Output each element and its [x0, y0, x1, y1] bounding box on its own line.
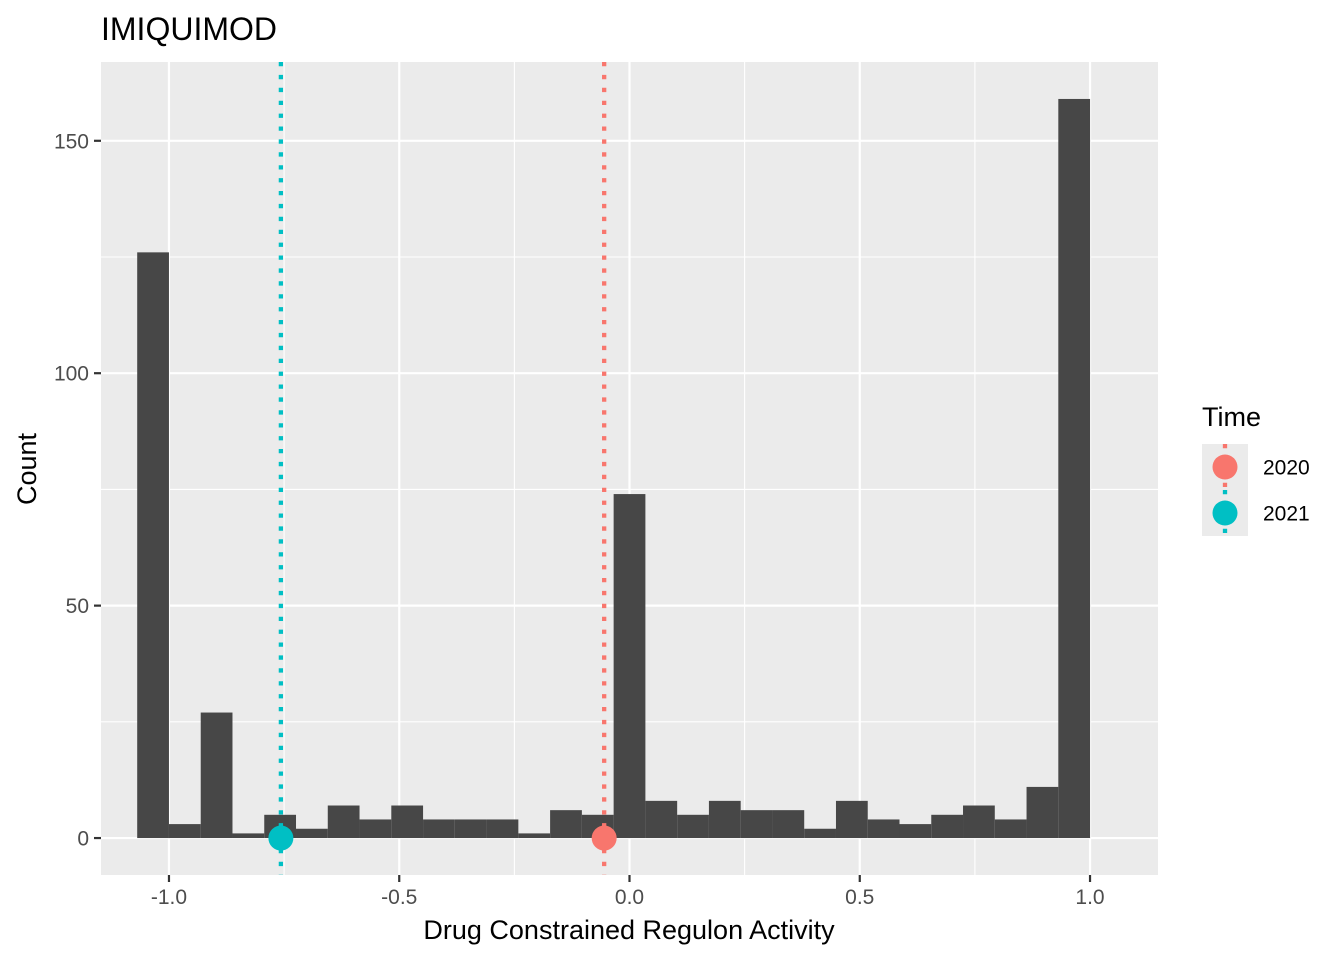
- histogram-bar: [645, 800, 678, 839]
- x-axis-title: Drug Constrained Regulon Activity: [423, 915, 835, 945]
- histogram-bar: [486, 819, 519, 839]
- histogram-bar: [1058, 98, 1091, 839]
- y-axis-title: Count: [12, 432, 42, 505]
- x-axis: -1.0 -0.5 0.0 0.5 1.0: [151, 875, 1105, 909]
- legend-label: 2020: [1263, 457, 1310, 480]
- reference-points: [268, 825, 617, 851]
- histogram-bar: [772, 810, 805, 839]
- y-axis: 0 50 100 150: [54, 130, 101, 851]
- legend-key-point: [1212, 500, 1238, 526]
- histogram-bar: [708, 800, 741, 839]
- histogram-bar: [867, 819, 900, 839]
- histogram-bar: [835, 800, 868, 839]
- histogram-bar: [740, 810, 773, 839]
- y-tick-label: 0: [77, 828, 89, 851]
- histogram-bar: [137, 252, 169, 839]
- x-tick-label: 1.0: [1075, 886, 1104, 909]
- reference-point-2021: [268, 825, 294, 851]
- x-tick-label: 0.5: [845, 886, 874, 909]
- histogram-bar: [359, 819, 392, 839]
- histogram-bar: [613, 494, 646, 839]
- histogram-bar: [804, 828, 836, 839]
- y-tick-label: 50: [66, 595, 89, 618]
- y-tick-label: 150: [54, 130, 89, 153]
- histogram-bar: [296, 828, 328, 839]
- x-tick-label: 0.0: [615, 886, 644, 909]
- histogram-bar: [963, 805, 995, 839]
- legend-label: 2021: [1263, 503, 1310, 526]
- histogram-bar: [677, 814, 709, 839]
- histogram-bar: [518, 833, 551, 839]
- histogram-bar: [168, 824, 201, 839]
- histogram-bar: [232, 833, 265, 839]
- histogram-bar: [423, 819, 455, 839]
- y-tick-label: 100: [54, 363, 89, 386]
- x-tick-label: -0.5: [381, 886, 417, 909]
- histogram-bar: [454, 819, 487, 839]
- chart-title: IMIQUIMOD: [101, 11, 277, 47]
- legend: Time 2020 2021: [1202, 402, 1310, 536]
- histogram-bar: [327, 805, 360, 839]
- histogram-bars: [137, 98, 1091, 839]
- histogram-bar: [200, 712, 233, 839]
- histogram-bar: [994, 819, 1027, 839]
- histogram-bar: [931, 814, 964, 839]
- plot-panel: [101, 62, 1158, 875]
- histogram-bar: [1026, 786, 1059, 839]
- histogram-bar: [391, 805, 424, 839]
- histogram-bar: [899, 824, 932, 839]
- x-tick-label: -1.0: [151, 886, 187, 909]
- reference-point-2020: [591, 825, 617, 851]
- legend-title: Time: [1202, 402, 1261, 432]
- legend-items: 2020 2021: [1202, 444, 1310, 536]
- legend-key-point: [1212, 454, 1238, 480]
- histogram-bar: [550, 810, 582, 839]
